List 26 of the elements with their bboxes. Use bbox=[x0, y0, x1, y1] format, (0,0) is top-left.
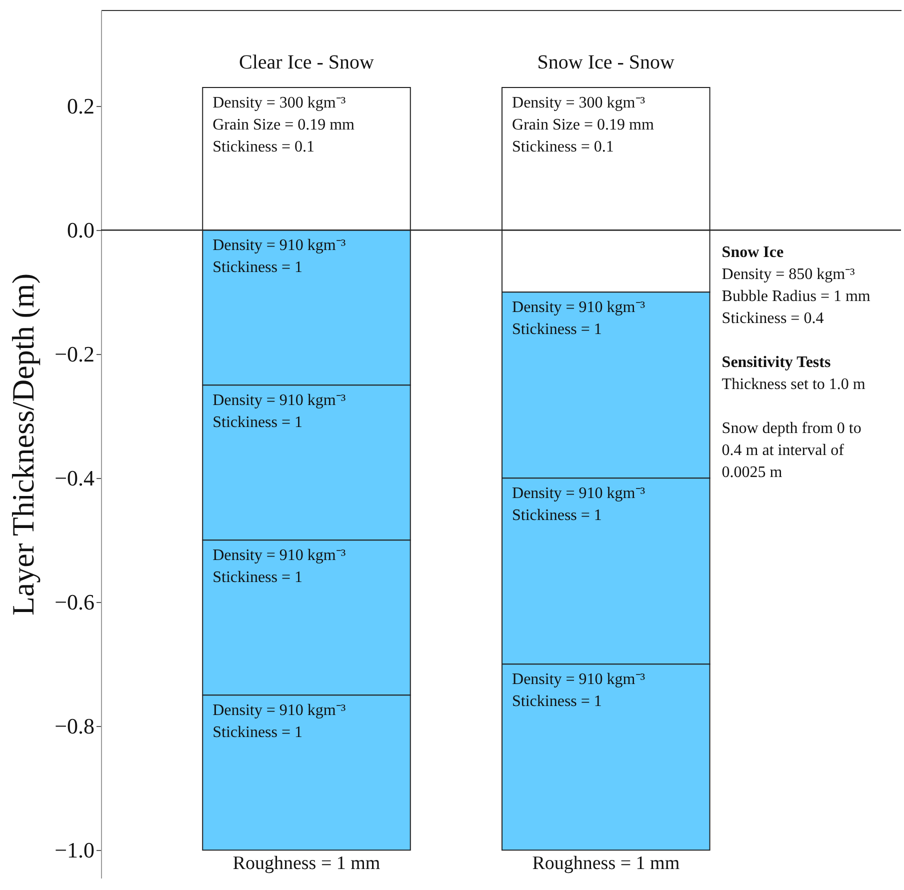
annotation: Roughness = 1 mm bbox=[232, 853, 380, 874]
y-tick-label: 0.0 bbox=[67, 218, 94, 243]
annotation: Density = 910 kgm⁻³ Stickiness = 1 bbox=[212, 702, 346, 742]
annotation: Roughness = 1 mm bbox=[532, 853, 680, 874]
y-tick-label: −0.2 bbox=[54, 342, 94, 367]
annotation: Density = 910 kgm⁻³ Stickiness = 1 bbox=[212, 392, 346, 432]
x-tick-label: Snow Ice - Snow bbox=[537, 52, 676, 74]
annotation: Density = 910 kgm⁻³ Stickiness = 1 bbox=[512, 299, 646, 338]
y-tick-label: −1.0 bbox=[54, 838, 94, 863]
annotation: Density = 910 kgm⁻³ Stickiness = 1 bbox=[512, 485, 646, 524]
x-tick-label: Clear Ice - Snow bbox=[239, 52, 375, 74]
y-tick-label: −0.6 bbox=[54, 590, 94, 615]
annotation: Density = 910 kgm⁻³ Stickiness = 1 bbox=[212, 237, 346, 276]
y-tick-label: 0.2 bbox=[67, 94, 94, 119]
annotation: Snow Ice bbox=[722, 244, 784, 262]
annotation: Density = 850 kgm⁻³ Bubble Radius = 1 mm Stickiness = 0.4 bbox=[722, 266, 871, 328]
annotation: Density = 910 kgm⁻³ Stickiness = 1 bbox=[512, 671, 646, 710]
annotation: Density = 300 kgm⁻³ Grain Size = 0.19 mm Stickiness = 0.1 bbox=[212, 94, 356, 156]
annotation: Density = 910 kgm⁻³ Stickiness = 1 bbox=[212, 547, 346, 586]
annotation: Sensitivity Tests bbox=[722, 354, 831, 372]
y-tick-label: −0.4 bbox=[54, 466, 94, 491]
annotation: Density = 300 kgm⁻³ Grain Size = 0.19 mm Stickiness = 0.1 bbox=[512, 94, 654, 156]
annotation: Snow depth from 0 to 0.4 m at interval of 0.0025 m bbox=[722, 420, 862, 482]
y-axis-title: Layer Thickness/Depth (m) bbox=[6, 273, 41, 616]
annotation: Thickness set to 1.0 m bbox=[722, 376, 866, 394]
y-tick-label: −0.8 bbox=[54, 714, 94, 739]
